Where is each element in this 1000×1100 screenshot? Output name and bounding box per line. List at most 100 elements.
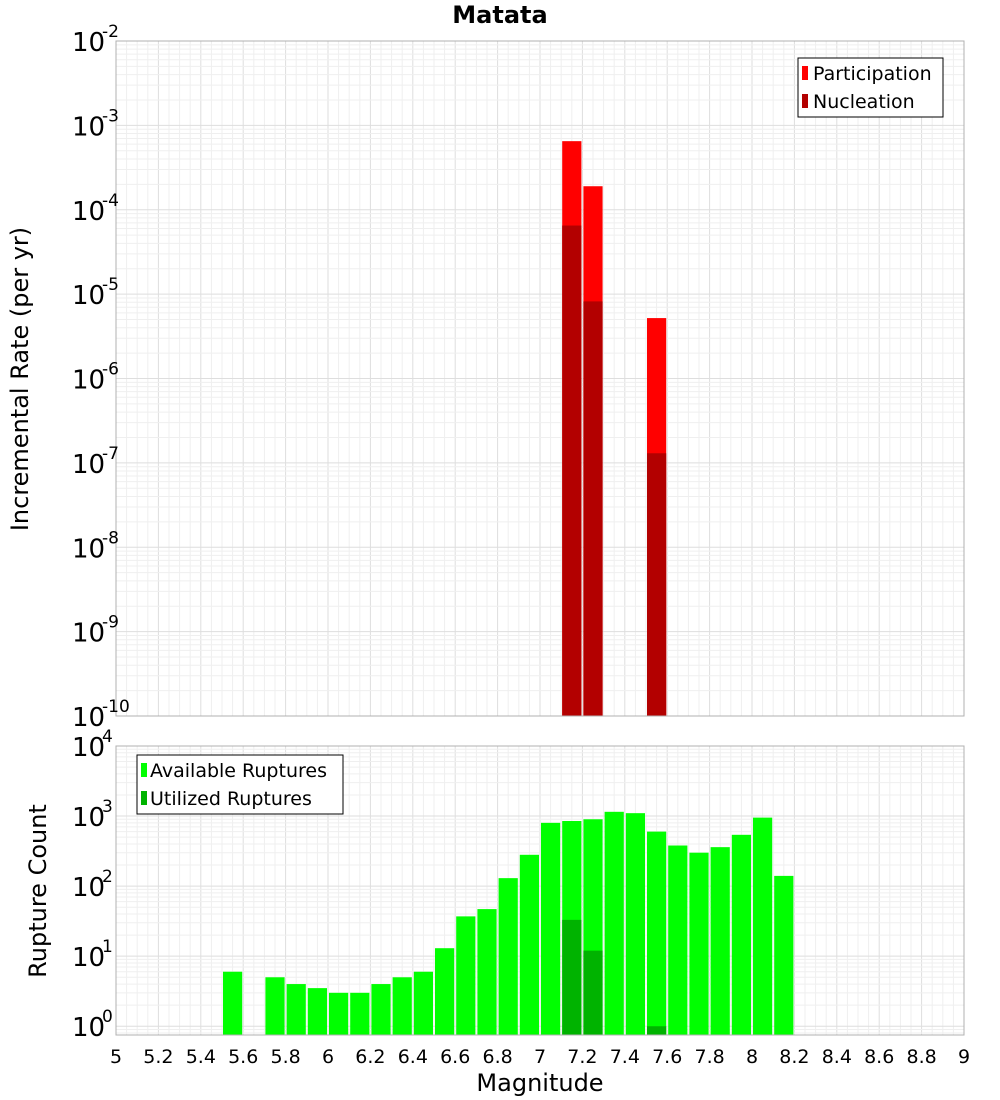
rate-y-tick-exponent: -5 <box>102 275 119 295</box>
rate-y-tick-label: 10 <box>72 197 105 227</box>
nucleation-legend-label: Nucleation <box>813 91 915 113</box>
rate-legend: Participation Nucleation <box>797 57 944 118</box>
rate-y-tick-label: 10 <box>72 703 105 733</box>
rate-y-tick-exponent: -8 <box>102 528 119 548</box>
participation-legend-label: Participation <box>813 63 932 85</box>
x-tick-label: 8 <box>746 1046 758 1068</box>
rate-y-tick-label: 10 <box>72 534 105 564</box>
x-tick-label: 6 <box>322 1046 334 1068</box>
utilized-legend-label: Utilized Ruptures <box>150 788 312 810</box>
x-tick-label: 5.4 <box>186 1046 216 1068</box>
count-bar-available-ruptures <box>456 916 476 1035</box>
participation-swatch <box>802 66 808 80</box>
count-bar-available-ruptures <box>689 852 709 1035</box>
x-tick-label: 8.4 <box>822 1046 852 1068</box>
count-bar-available-ruptures <box>329 992 349 1035</box>
count-bar-available-ruptures <box>753 817 773 1035</box>
count-bar-available-ruptures <box>625 813 645 1035</box>
count-bar-available-ruptures <box>223 971 243 1035</box>
x-tick-label: 8.6 <box>864 1046 894 1068</box>
x-tick-label: 6.2 <box>355 1046 385 1068</box>
count-bar-available-ruptures <box>307 988 327 1035</box>
count-bar-available-ruptures <box>477 909 497 1035</box>
count-y-tick-exponent: 4 <box>102 727 113 747</box>
x-tick-label: 5.8 <box>270 1046 300 1068</box>
count-bar-available-ruptures <box>731 834 751 1035</box>
rate-y-tick-label: 10 <box>72 281 105 311</box>
x-tick-label: 5 <box>110 1046 122 1068</box>
available-legend-label: Available Ruptures <box>150 760 327 782</box>
count-bar-available-ruptures <box>668 845 688 1035</box>
count-bar-available-ruptures <box>774 875 794 1035</box>
x-tick-label: 7 <box>534 1046 546 1068</box>
x-tick-label: 8.2 <box>779 1046 809 1068</box>
count-bar-available-ruptures <box>541 822 561 1035</box>
rate-y-axis-label: Incremental Rate (per yr) <box>6 227 34 531</box>
nucleation-swatch <box>802 94 808 108</box>
chart-title: Matata <box>452 1 547 29</box>
count-y-tick-label: 10 <box>72 943 105 973</box>
count-plot-frame <box>115 745 965 1036</box>
rate-y-tick-exponent: -7 <box>102 444 119 464</box>
utilized-swatch <box>141 791 147 805</box>
count-bar-available-ruptures <box>413 971 433 1035</box>
count-bar-available-ruptures <box>371 984 391 1035</box>
count-y-tick-exponent: 0 <box>102 1007 113 1027</box>
rate-bar-nucleation <box>562 225 582 716</box>
rate-y-tick-exponent: -10 <box>102 697 130 717</box>
count-bar-available-ruptures <box>350 992 370 1035</box>
rate-y-tick-label: 10 <box>72 450 105 480</box>
count-bar-utilized-ruptures <box>583 950 603 1035</box>
x-axis-label: Magnitude <box>476 1069 603 1097</box>
rate-bar-nucleation <box>583 301 603 716</box>
rate-y-tick-exponent: -9 <box>102 613 119 633</box>
count-y-tick-label: 10 <box>72 803 105 833</box>
rate-y-tick-exponent: -3 <box>102 106 119 126</box>
rate-y-tick-label: 10 <box>72 619 105 649</box>
count-bar-available-ruptures <box>286 984 306 1035</box>
count-bar-utilized-ruptures <box>647 1026 667 1035</box>
x-tick-label: 5.2 <box>143 1046 173 1068</box>
available-swatch <box>141 763 147 777</box>
rate-y-tick-label: 10 <box>72 366 105 396</box>
count-bar-available-ruptures <box>498 878 518 1035</box>
rate-y-tick-exponent: -4 <box>102 191 119 211</box>
count-bar-utilized-ruptures <box>562 919 582 1035</box>
count-legend: Available Ruptures Utilized Ruptures <box>136 754 344 815</box>
count-y-tick-label: 10 <box>72 873 105 903</box>
count-y-tick-exponent: 1 <box>102 937 113 957</box>
count-y-tick-label: 10 <box>72 1013 105 1043</box>
count-y-axis-label: Rupture Count <box>24 804 52 978</box>
x-tick-label: 7.6 <box>652 1046 682 1068</box>
x-tick-label: 7.8 <box>694 1046 724 1068</box>
count-bar-available-ruptures <box>435 948 455 1035</box>
x-tick-label: 9 <box>958 1046 970 1068</box>
count-bar-available-ruptures <box>647 831 667 1035</box>
rate-y-tick-exponent: -2 <box>102 22 119 42</box>
count-bar-available-ruptures <box>265 977 285 1035</box>
rate-y-tick-label: 10 <box>72 28 105 58</box>
count-bar-available-ruptures <box>710 847 730 1035</box>
count-bar-available-ruptures <box>519 854 539 1035</box>
x-tick-label: 6.8 <box>482 1046 512 1068</box>
rate-y-tick-label: 10 <box>72 112 105 142</box>
count-y-tick-exponent: 2 <box>102 867 113 887</box>
count-legend-box <box>136 754 344 815</box>
x-tick-label: 5.6 <box>228 1046 258 1068</box>
rate-plot-frame <box>115 40 965 717</box>
x-tick-label: 6.6 <box>440 1046 470 1068</box>
x-tick-label: 8.8 <box>906 1046 936 1068</box>
x-tick-label: 7.4 <box>610 1046 640 1068</box>
count-y-tick-label: 10 <box>72 733 105 763</box>
count-bar-available-ruptures <box>604 811 624 1035</box>
x-tick-label: 7.2 <box>567 1046 597 1068</box>
rate-plot-grid <box>115 40 965 717</box>
rate-legend-box <box>797 57 944 118</box>
count-y-tick-exponent: 3 <box>102 797 113 817</box>
count-plot-x-ticks: 5 5.2 5.4 5.6 5.8 6 6.2 6.4 6.6 6.8 7 7.2 7.4 7.6 7.8 8… <box>110 1046 970 1068</box>
